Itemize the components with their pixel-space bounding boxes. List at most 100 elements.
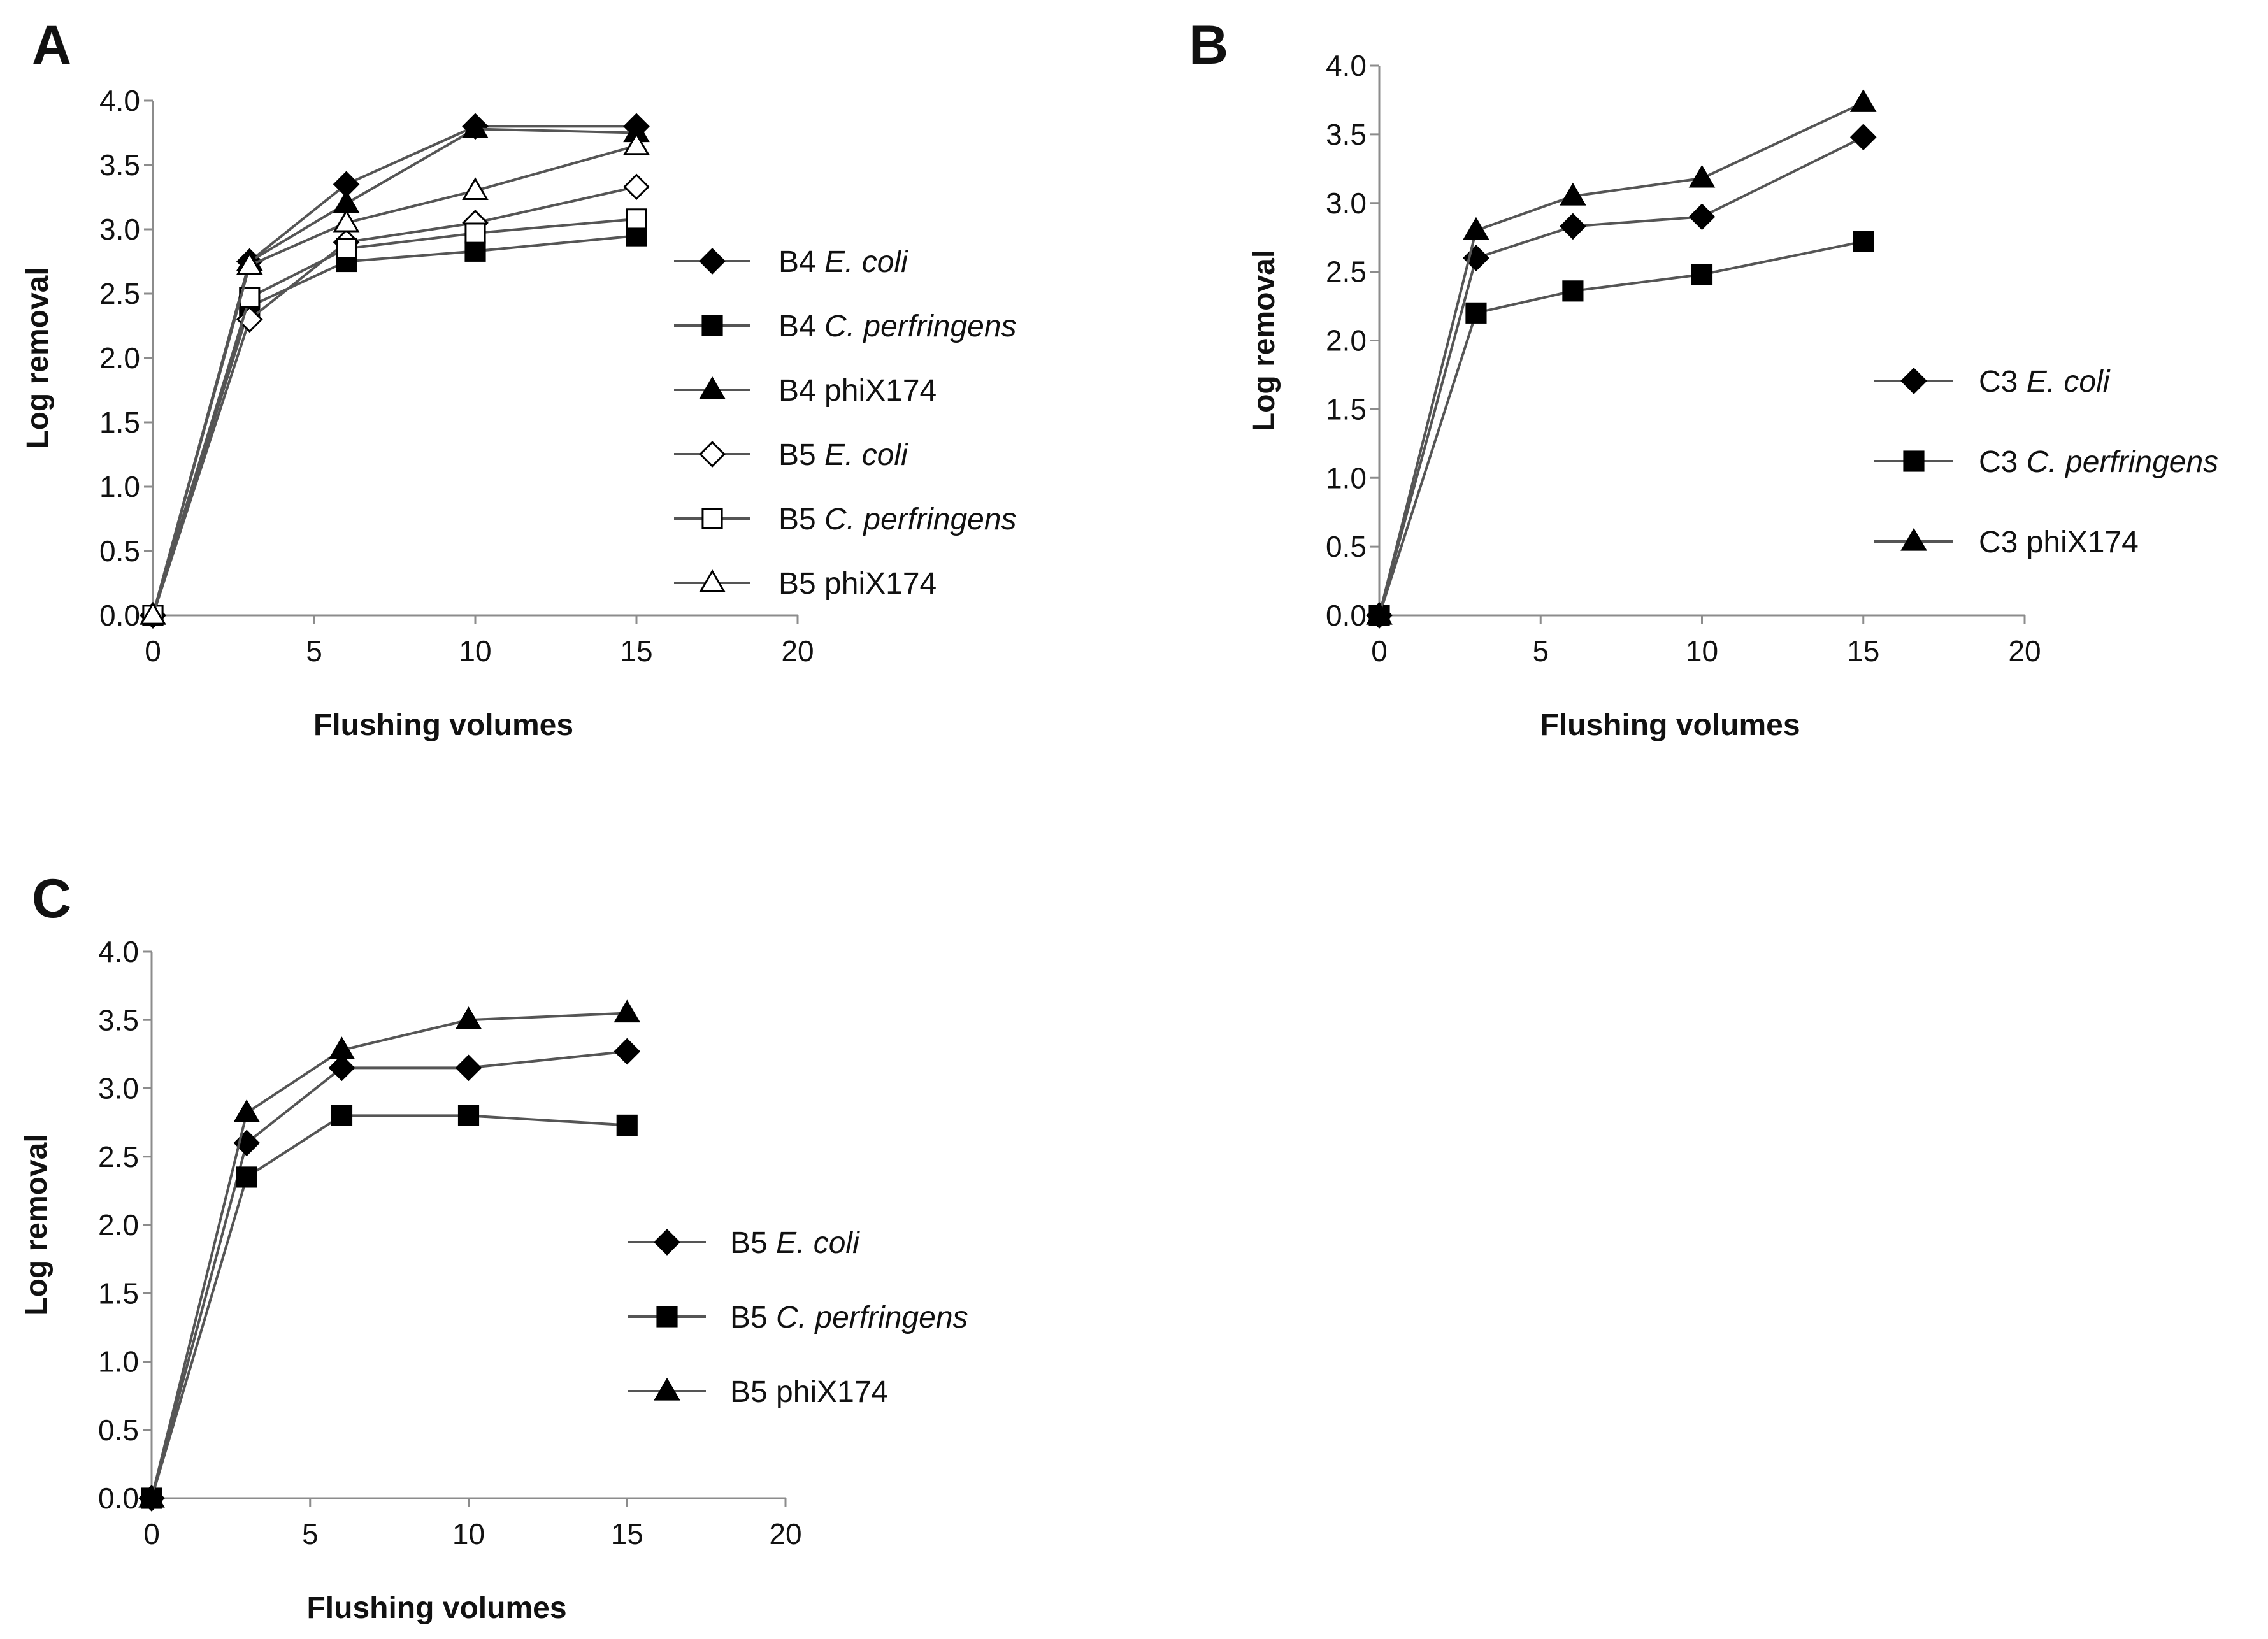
data-point	[233, 1099, 261, 1122]
legend-marker	[699, 376, 726, 399]
series-line	[152, 185, 637, 616]
legend-marker	[699, 248, 726, 275]
y-tick-label: 0.0	[1326, 599, 1367, 632]
legend-marker	[1903, 450, 1925, 472]
data-point	[333, 190, 360, 213]
y-axis-title: Log removal	[21, 267, 55, 448]
chart-panel-b: B 0.0 0.5 1.0 1.5 2.0 2.5 3.0 3.5 4.0 0 5 10 15 20 Flus…	[1189, 15, 2218, 742]
data-point	[236, 252, 263, 275]
legend-label: B4 phiX174	[779, 374, 937, 408]
x-axis-title: Flushing volumes	[306, 1591, 566, 1625]
y-tick-label: 3.0	[99, 213, 140, 246]
x-tick-label: 10	[452, 1517, 485, 1550]
x-tick-label: 0	[143, 1517, 160, 1550]
legend-item: C3 C. perfringens	[1874, 445, 2218, 479]
series-b5-phix174	[140, 132, 650, 625]
legend-item: B4 E. coli	[674, 245, 908, 279]
y-tick-label: 0.5	[99, 534, 140, 568]
y-tick-label: 0.5	[1326, 530, 1367, 563]
legend-label: B5 E. coli	[779, 438, 908, 472]
legend-item: B4 C. perfringens	[674, 310, 1017, 343]
legend: C3 E. coli C3 C. perfringens C3 phiX174	[1874, 365, 2218, 559]
legend-label: B5 phiX174	[730, 1375, 888, 1409]
data-point	[462, 177, 489, 201]
x-tick-label: 20	[781, 634, 814, 668]
legend-label: B4 E. coli	[779, 245, 908, 279]
data-point	[464, 222, 486, 244]
series-b5-phix174	[138, 999, 641, 1508]
legend-label: C3 E. coli	[1979, 365, 2111, 399]
y-tick-label: 1.5	[99, 406, 140, 439]
legend: B4 E. coli B4 C. perfringens B4 phiX174 B5 …	[674, 245, 1017, 601]
y-tick-label: 2.0	[1326, 324, 1367, 357]
series-line	[150, 1050, 628, 1499]
data-point	[455, 1006, 482, 1029]
data-point	[1463, 245, 1489, 271]
series-b4-e-coli	[140, 113, 650, 629]
data-point	[614, 1038, 641, 1065]
x-tick-label: 10	[1686, 634, 1718, 668]
series-c3-e-coli	[1366, 124, 1877, 629]
legend-item: B5 phiX174	[628, 1375, 888, 1409]
series-b4-c-perfringens	[142, 225, 647, 626]
y-tick-label: 2.0	[98, 1208, 139, 1242]
legend-marker	[699, 441, 726, 468]
y-tick-label: 1.5	[98, 1277, 139, 1310]
legend-item: C3 phiX174	[1874, 526, 2139, 559]
data-point	[623, 173, 650, 201]
legend-marker	[1900, 368, 1927, 394]
y-tick-label: 4.0	[1326, 49, 1367, 82]
data-point	[457, 1105, 480, 1126]
y-tick-label: 0.5	[98, 1414, 139, 1447]
x-tick-label: 0	[145, 634, 161, 668]
legend-item: B5 E. coli	[628, 1226, 860, 1260]
legend-marker	[701, 508, 723, 529]
legend-item: B5 C. perfringens	[628, 1301, 968, 1335]
legend-label: B5 C. perfringens	[779, 503, 1017, 536]
series-c3-phix174	[1366, 89, 1877, 625]
legend-label: B5 C. perfringens	[730, 1301, 968, 1335]
series-line	[1378, 136, 1864, 616]
data-point	[140, 601, 166, 625]
chart-panel-c: C 0.0 0.5 1.0 1.5 2.0 2.5 3.0 3.5 4.0 0 5 10 15 20 Flus…	[20, 868, 968, 1625]
y-tick-label: 2.5	[99, 277, 140, 310]
series-line	[1378, 101, 1864, 616]
data-point	[1688, 164, 1716, 188]
x-axis-title: Flushing volumes	[1540, 708, 1800, 742]
y-axis-title: Log removal	[20, 1134, 54, 1315]
data-point	[626, 208, 647, 230]
series-c3-c-perfringens	[1368, 231, 1874, 626]
x-tick-label: 5	[302, 1517, 319, 1550]
data-point	[616, 1114, 638, 1136]
data-point	[233, 1129, 261, 1157]
series-b5-e-coli	[138, 1038, 641, 1512]
data-point	[336, 238, 357, 259]
legend-marker	[699, 569, 726, 592]
data-point	[1366, 601, 1393, 625]
x-tick-label: 20	[2008, 634, 2041, 668]
legend-item: B5 phiX174	[674, 567, 937, 601]
chart-panel-a: A 0.0 0.5 1.0 1.5 2.0 2.5 3.0 3.5 4.0 0 5 10 15 20 Flus…	[21, 15, 1017, 742]
legend: B5 E. coli B5 C. perfringens B5 phiX174	[628, 1226, 968, 1409]
series-line	[152, 234, 637, 616]
x-tick-label: 5	[306, 634, 322, 668]
data-point	[1463, 217, 1489, 240]
y-tick-label: 1.0	[99, 470, 140, 503]
y-tick-label: 3.5	[1326, 118, 1367, 151]
y-axis-title: Log removal	[1247, 250, 1281, 431]
data-point	[462, 115, 489, 139]
panel-label: A	[32, 15, 71, 76]
data-point	[614, 999, 641, 1023]
data-point	[236, 1166, 257, 1188]
y-tick-label: 4.0	[98, 935, 139, 968]
y-tick-label: 2.0	[99, 341, 140, 375]
legend-label: C3 phiX174	[1979, 526, 2139, 559]
data-point	[1688, 203, 1716, 231]
data-point	[1560, 182, 1586, 206]
y-tick-label: 1.0	[1326, 461, 1367, 494]
legend-marker	[654, 1377, 680, 1401]
series-b5-c-perfringens	[141, 1105, 638, 1509]
legend-label: B4 C. perfringens	[779, 310, 1017, 343]
